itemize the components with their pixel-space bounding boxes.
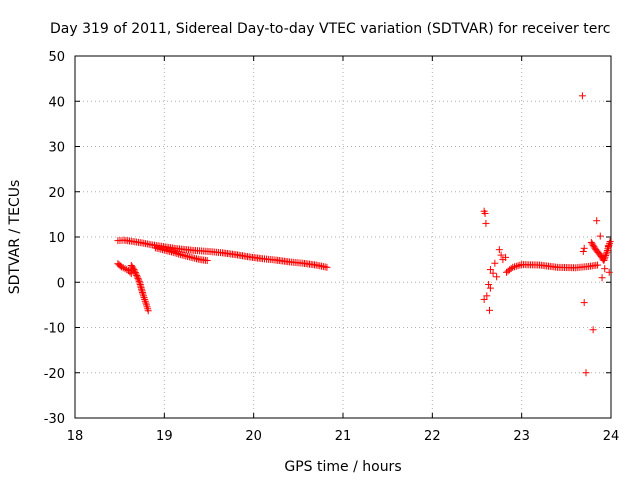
data-point [169, 248, 177, 256]
data-point [482, 219, 490, 227]
data-point [176, 251, 184, 259]
data-point [606, 238, 614, 246]
data-point [603, 247, 611, 255]
data-point [132, 270, 140, 278]
data-point [502, 253, 510, 261]
data-point [173, 249, 181, 257]
grid-lines [75, 56, 611, 418]
y-tick-label: -30 [44, 412, 65, 427]
y-tick-label: -20 [44, 367, 65, 382]
data-point [481, 209, 489, 217]
data-point [601, 265, 609, 273]
data-point [594, 261, 602, 269]
data-point [117, 263, 125, 271]
data-point [133, 271, 141, 279]
data-point [598, 274, 606, 282]
data-point [579, 247, 587, 255]
data-point [604, 242, 612, 250]
data-point [601, 253, 609, 261]
data-point [131, 267, 139, 275]
data-point [144, 307, 152, 315]
x-tick-label: 23 [513, 429, 530, 444]
chart-title: Day 319 of 2011, Sidereal Day-to-day VTE… [50, 21, 610, 37]
data-point [489, 269, 497, 277]
data-point [605, 241, 613, 249]
data-point [509, 263, 517, 271]
data-point [512, 262, 520, 270]
data-point [587, 238, 595, 246]
y-tick-label: 50 [48, 50, 65, 65]
y-axis-label: SDTVAR / TECUs [7, 180, 23, 295]
data-point [486, 306, 494, 314]
data-point [141, 297, 149, 305]
y-tick-label: 10 [48, 231, 65, 246]
data-point [589, 326, 597, 334]
data-point [590, 243, 598, 251]
y-tick-label: 0 [57, 276, 65, 291]
data-point [121, 265, 129, 273]
x-tick-label: 18 [67, 429, 84, 444]
x-tick-label: 20 [245, 429, 262, 444]
data-point [493, 273, 501, 281]
data-point [605, 268, 613, 276]
data-point [582, 369, 590, 377]
data-point [171, 249, 179, 257]
data-point [135, 276, 143, 284]
data-point [131, 269, 139, 277]
data-point [486, 284, 494, 292]
x-tick-label: 24 [603, 429, 620, 444]
y-tick-label: 40 [48, 95, 65, 110]
data-point [134, 274, 142, 282]
data-point [130, 266, 138, 274]
data-point [485, 281, 493, 289]
data-point [602, 252, 610, 260]
data-point [495, 246, 503, 254]
data-point [600, 257, 608, 265]
data-point [480, 295, 488, 303]
data-point [578, 92, 586, 100]
data-point [588, 240, 596, 248]
x-tick-label: 19 [156, 429, 173, 444]
x-axis: 18 19 20 21 22 23 24 [67, 56, 620, 444]
data-point [589, 241, 597, 249]
data-point [323, 263, 331, 271]
y-axis: -30 -20 -10 0 10 20 30 40 50 [44, 50, 611, 427]
y-tick-label: 30 [48, 141, 65, 156]
data-point [142, 299, 150, 307]
data-point [580, 299, 588, 307]
data-point [507, 265, 515, 273]
data-point [486, 266, 494, 274]
data-point [175, 250, 183, 258]
data-point [580, 244, 588, 252]
data-point [140, 294, 148, 302]
data-point [133, 273, 141, 281]
x-tick-label: 21 [335, 429, 352, 444]
data-point [141, 295, 149, 303]
data-point [600, 255, 608, 263]
data-point [119, 264, 127, 272]
data-points [114, 92, 614, 377]
data-point [593, 217, 601, 225]
x-tick-label: 22 [424, 429, 441, 444]
y-tick-label: 20 [48, 186, 65, 201]
data-point [603, 248, 611, 256]
data-point [514, 262, 522, 270]
data-point [596, 232, 604, 240]
data-point [139, 290, 147, 298]
data-point [511, 263, 519, 271]
data-point [602, 250, 610, 258]
x-axis-label: GPS time / hours [284, 459, 401, 475]
y-tick-label: -10 [44, 322, 65, 337]
data-point [483, 292, 491, 300]
data-point [139, 292, 147, 300]
data-point [497, 251, 505, 259]
data-point [491, 259, 499, 267]
data-point [203, 257, 211, 265]
